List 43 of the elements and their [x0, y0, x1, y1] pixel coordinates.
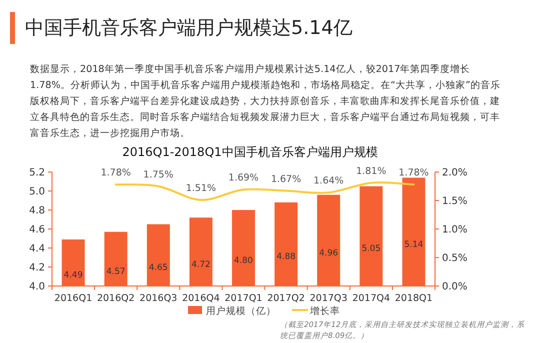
data-label: 4.57 — [106, 266, 126, 277]
data-label: 4.96 — [319, 248, 338, 258]
x-tick-label: 2017Q3 — [310, 293, 348, 304]
legend-label: 增长率 — [309, 305, 340, 317]
data-label: 1.78% — [398, 168, 429, 179]
data-label: 1.81% — [356, 166, 386, 177]
y2-tick-label: 1.5% — [442, 196, 468, 207]
x-tick-label: 2018Q1 — [394, 293, 433, 304]
y-tick-label: 5.0 — [29, 186, 45, 198]
data-label: 1.64% — [314, 176, 344, 187]
x-tick-label: 2017Q1 — [224, 293, 262, 304]
y-tick-label: 4.4 — [29, 244, 45, 254]
data-label: 4.80 — [234, 256, 253, 266]
data-label: 1.67% — [270, 174, 302, 185]
y-tick-label: 4.8 — [29, 206, 45, 216]
chart-title: 2016Q1-2018Q1中国手机音乐客户端用户规模 — [122, 145, 378, 159]
x-tick-label: 2017Q4 — [352, 293, 390, 304]
data-label: 1.78% — [100, 168, 131, 179]
y-tick-label: 4.6 — [29, 224, 45, 236]
y2-tick-label: 0.0% — [442, 282, 468, 292]
data-label: 1.51% — [186, 182, 216, 194]
y-tick-label: 5.2 — [29, 168, 45, 178]
text: 数据显示，2018年第一季度中国手机音乐客户端用户规模累计达5.14亿人，较2017年第四季度增长1.78%。分析师认为，中国手机音乐客户端用户规模渐趋饱和，市场格局稳定。在“大共享，小独家”的音乐版权格局下，音乐客户端平台差异化建设成趋势，大力扶持原创音乐，丰富歌曲库和发挥长尾音乐价值，建立各具特色的音乐生态。同时音乐客户端结合短视频发展潜力巨大，音乐客户端平台通过布局短视频，可丰富音乐生态，进一步挖掘用户市场。 — [30, 63, 502, 141]
data-label: 5.14 — [404, 240, 424, 250]
x-tick-label: 2016Q2 — [96, 293, 135, 304]
data-label: 5.05 — [362, 244, 381, 254]
x-tick-label: 2016Q4 — [182, 293, 220, 304]
data-label: 4.72 — [191, 260, 210, 270]
data-label: 1.69% — [228, 172, 259, 184]
legend-label: 用户规模（亿） — [206, 305, 276, 317]
x-tick-label: 2016Q1 — [54, 293, 92, 304]
x-tick-label: 2016Q3 — [140, 293, 178, 304]
data-label: 4.65 — [148, 263, 168, 274]
text: 中国手机音乐客户端用户规模达5.14亿 — [10, 12, 352, 44]
y2-tick-label: 1.0% — [442, 224, 468, 236]
y-tick-label: 4.2 — [29, 262, 45, 274]
data-label: 1.75% — [143, 169, 174, 180]
data-label: 4.49 — [64, 270, 83, 281]
y2-tick-label: 2.0% — [442, 168, 468, 178]
x-tick-label: 2017Q2 — [267, 293, 305, 304]
data-label: 4.88 — [276, 252, 296, 262]
y-tick-label: 4.0 — [29, 282, 45, 292]
y2-tick-label: 0.5% — [442, 253, 468, 264]
